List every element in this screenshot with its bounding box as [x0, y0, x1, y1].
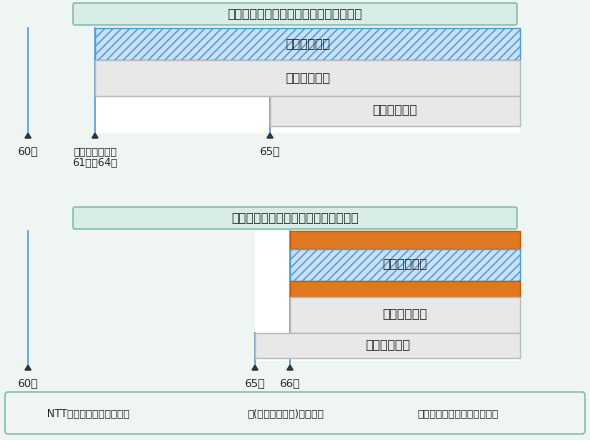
Text: 66歳: 66歳 — [280, 378, 300, 388]
Bar — [290, 281, 520, 297]
Bar — [95, 28, 520, 60]
Polygon shape — [287, 365, 293, 370]
Bar — [255, 231, 520, 361]
Bar — [390, 406, 412, 421]
Polygon shape — [25, 133, 31, 138]
Bar — [290, 231, 520, 249]
Text: 老齢基礎年金: 老齢基礎年金 — [372, 104, 418, 117]
Text: 65歳: 65歳 — [245, 378, 266, 388]
FancyBboxPatch shape — [5, 392, 585, 434]
Text: 老齢厚生年金: 老齢厚生年金 — [285, 71, 330, 84]
Text: 国(日本年金機構)から支給: 国(日本年金機構)から支給 — [247, 408, 324, 418]
Text: NTT企業年金基金から支給: NTT企業年金基金から支給 — [47, 408, 130, 418]
Bar — [290, 297, 520, 333]
Text: 退職共済年金: 退職共済年金 — [382, 258, 428, 271]
Text: 老齢厚生年金の繰下げ請求をする場合: 老齢厚生年金の繰下げ請求をする場合 — [231, 212, 359, 224]
Polygon shape — [267, 133, 273, 138]
Bar — [290, 231, 520, 249]
Polygon shape — [92, 133, 98, 138]
Bar — [270, 96, 520, 126]
Bar — [220, 406, 242, 421]
Text: 退職共済年金: 退職共済年金 — [285, 37, 330, 51]
Bar — [290, 249, 520, 281]
Bar — [255, 333, 520, 358]
Bar — [290, 249, 520, 281]
Text: 生年月日により
61歳〜64歳: 生年月日により 61歳〜64歳 — [73, 146, 117, 168]
Bar — [95, 28, 520, 60]
Bar — [95, 60, 520, 96]
Bar — [20, 406, 42, 421]
Text: 老齢基礎年金: 老齢基礎年金 — [365, 339, 410, 352]
Text: 60歳: 60歳 — [18, 146, 38, 156]
Text: 60歳: 60歳 — [18, 378, 38, 388]
Bar — [390, 406, 412, 421]
FancyBboxPatch shape — [73, 3, 517, 25]
Text: 老齢厚生年金: 老齢厚生年金 — [382, 308, 428, 322]
Text: 65歳: 65歳 — [260, 146, 280, 156]
Bar — [290, 281, 520, 297]
Text: は繰下げにより増額される分: は繰下げにより増額される分 — [417, 408, 498, 418]
Text: 老齢厚生年金の繰下げ請求をしない場合: 老齢厚生年金の繰下げ請求をしない場合 — [228, 7, 362, 21]
FancyBboxPatch shape — [73, 207, 517, 229]
Polygon shape — [25, 365, 31, 370]
Polygon shape — [252, 365, 258, 370]
Bar — [20, 406, 42, 421]
Bar — [95, 28, 520, 133]
